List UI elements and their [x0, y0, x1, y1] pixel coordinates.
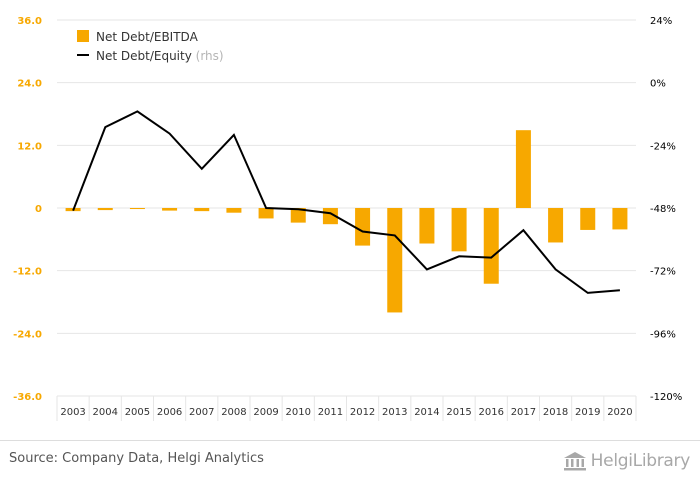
x-axis-tick-label: 2014	[414, 407, 439, 418]
x-axis-tick-label: 2006	[157, 407, 182, 418]
bar-net-debt-ebitda	[419, 208, 435, 244]
bar-net-debt-ebitda	[612, 208, 628, 230]
footer: Source: Company Data, Helgi Analytics He…	[0, 440, 700, 483]
bar-net-debt-ebitda	[483, 208, 499, 284]
x-axis-tick-label: 2008	[221, 407, 246, 418]
bar-net-debt-ebitda	[451, 208, 467, 252]
bar-net-debt-ebitda	[226, 208, 242, 213]
right-axis-tick-label: -48%	[650, 204, 676, 215]
left-axis-tick-label: -36.0	[13, 392, 42, 403]
right-axis-tick-label: 24%	[650, 16, 672, 27]
bar-net-debt-ebitda	[387, 208, 403, 313]
helgi-library-logo[interactable]: HelgiLibrary	[563, 449, 690, 473]
bar-net-debt-ebitda	[258, 208, 274, 219]
combo-chart: 36.0 24% 24.0 0% 12.0 -24% 0 -48% -12.0 -72% -24.0…	[13, 16, 682, 421]
left-axis-tick-label: 36.0	[17, 16, 42, 27]
legend-rhs-note: (rhs)	[196, 49, 224, 63]
legend: Net Debt/EBITDA Net Debt/Equity (rhs)	[77, 30, 224, 63]
x-axis-tick-label: 2017	[511, 407, 536, 418]
x-axis-tick-label: 2018	[543, 407, 568, 418]
axes: 36.0 24% 24.0 0% 12.0 -24% 0 -48% -12.0 -72% -24.0…	[13, 16, 682, 418]
left-axis-tick-label: 0	[35, 204, 42, 215]
source-note: Source: Company Data, Helgi Analytics	[9, 451, 264, 466]
left-axis-tick-label: -12.0	[13, 267, 42, 278]
right-axis-tick-label: -96%	[650, 329, 676, 340]
line-series	[72, 110, 620, 294]
bar-net-debt-ebitda	[129, 208, 145, 210]
bar-net-debt-ebitda	[97, 208, 113, 211]
right-axis-tick-label: -120%	[650, 392, 682, 403]
x-axis-tick-label: 2013	[382, 407, 407, 418]
left-axis-tick-label: 24.0	[17, 79, 42, 90]
right-axis-tick-label: -24%	[650, 141, 676, 152]
left-axis-tick-label: -24.0	[13, 329, 42, 340]
legend-label-net-debt-ebitda: Net Debt/EBITDA	[96, 30, 199, 44]
bar-net-debt-ebitda	[290, 208, 306, 223]
legend-label-net-debt-equity: Net Debt/Equity (rhs)	[96, 49, 224, 63]
x-axis-tick-label: 2016	[479, 407, 504, 418]
x-axis-tick-label: 2011	[318, 407, 343, 418]
right-axis-tick-label: 0%	[650, 79, 666, 90]
bar-net-debt-ebitda	[548, 208, 564, 243]
gridlines	[56, 19, 637, 421]
bar-net-debt-ebitda	[515, 130, 531, 208]
logo-text: HelgiLibrary	[590, 451, 691, 471]
x-axis-tick-label: 2009	[253, 407, 278, 418]
x-axis-tick-label: 2004	[93, 407, 118, 418]
x-axis-tick-label: 2020	[607, 407, 632, 418]
bar-net-debt-ebitda	[355, 208, 371, 246]
legend-swatch-net-debt-ebitda	[77, 30, 89, 42]
x-axis-tick-label: 2019	[575, 407, 600, 418]
bar-net-debt-ebitda	[580, 208, 596, 230]
bar-net-debt-ebitda	[194, 208, 210, 212]
bar-net-debt-ebitda	[162, 208, 178, 211]
x-axis-tick-label: 2005	[125, 407, 150, 418]
x-axis-tick-label: 2003	[60, 407, 85, 418]
x-axis-tick-label: 2010	[286, 407, 311, 418]
line-net-debt-equity	[72, 110, 620, 294]
x-axis-tick-label: 2007	[189, 407, 214, 418]
library-building-icon	[563, 451, 587, 471]
left-axis-tick-label: 12.0	[17, 141, 42, 152]
x-axis-tick-label: 2015	[446, 407, 471, 418]
right-axis-tick-label: -72%	[650, 267, 676, 278]
x-axis-tick-label: 2012	[350, 407, 375, 418]
